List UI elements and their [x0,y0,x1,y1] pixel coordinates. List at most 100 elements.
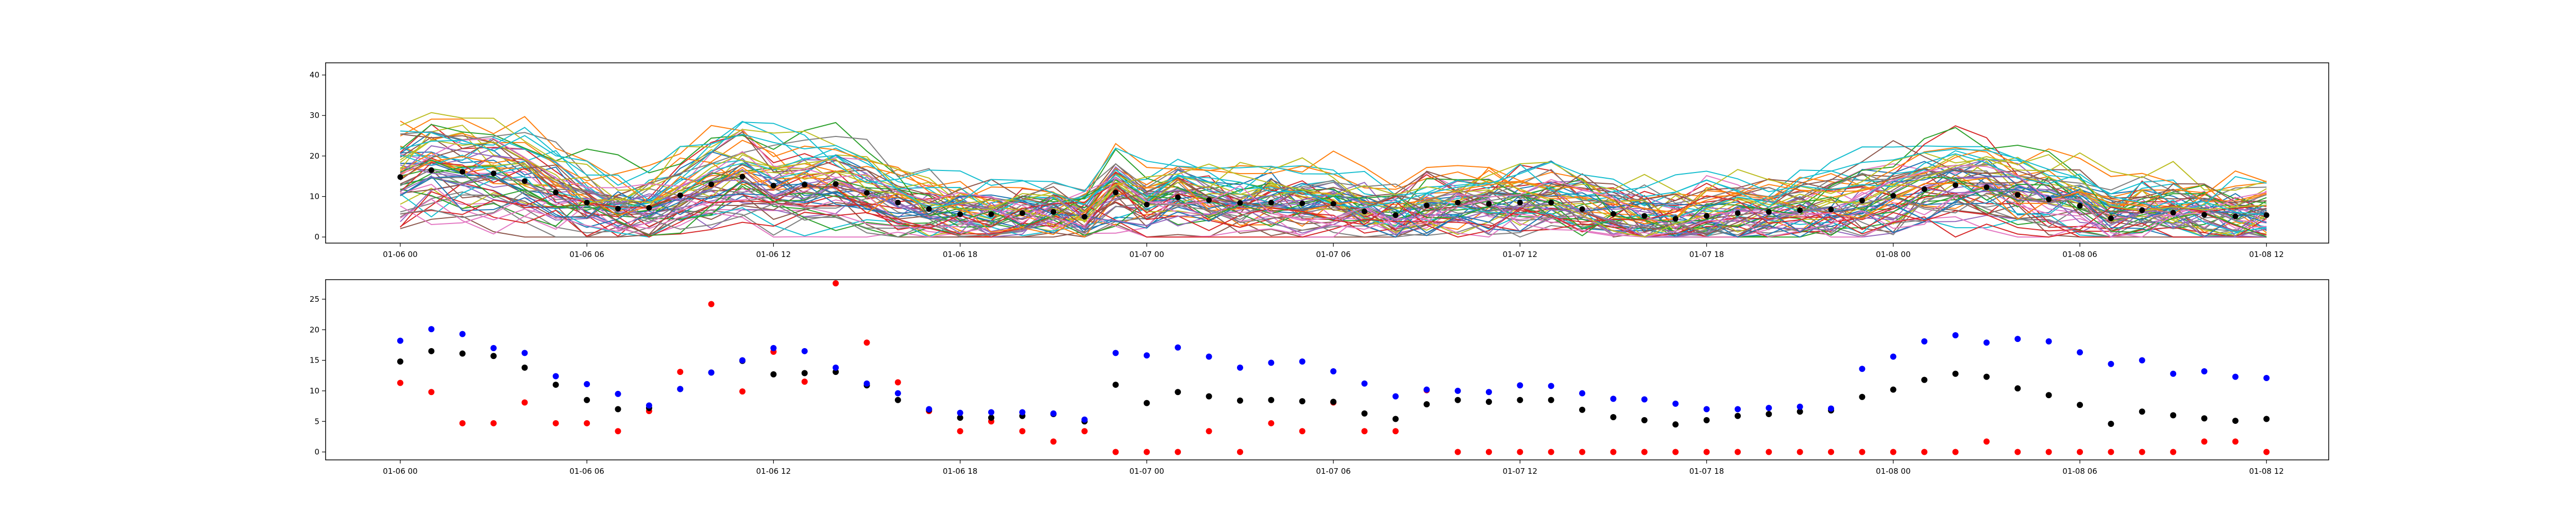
scatter-point [801,348,808,354]
mean-point [1672,216,1679,222]
bottom-x-tick-label: 01-07 06 [1316,467,1350,476]
mean-point [1517,199,1523,205]
series-line [400,138,2267,238]
scatter-point [521,350,528,356]
scatter-point [1236,397,1243,404]
scatter-point [1517,382,1523,389]
mean-point [1361,209,1367,215]
scatter-point [1019,409,1026,416]
scatter-point [1206,393,1212,400]
mean-point [833,181,839,187]
scatter-point [1081,428,1088,435]
mean-point [584,199,590,205]
bottom-y-tick-label: 25 [310,295,319,304]
scatter-point [1361,380,1368,387]
scatter-point [770,371,777,377]
mean-point [895,199,901,205]
mean-point [1766,209,1772,215]
mean-point [428,167,434,173]
mean-point [1548,199,1554,205]
scatter-point [1579,449,1586,455]
mean-point [1641,213,1648,219]
scatter-point [1112,449,1119,455]
scatter-point [801,379,808,385]
mean-point [1797,207,1803,213]
scatter-point [1206,353,1212,360]
mean-point [957,211,963,217]
scatter-point [459,331,466,337]
scatter-point [833,280,839,287]
scatter-point [584,420,590,426]
scatter-point [397,380,403,386]
scatter-point [1143,400,1150,406]
scatter-point [2170,412,2177,419]
mean-point [1050,209,1057,215]
scatter-point [1983,438,1990,445]
mean-point [553,190,559,196]
mean-point [1112,190,1118,196]
bottom-x-tick-label: 01-06 12 [756,467,791,476]
series-line [400,187,2267,238]
series-line [400,173,2267,238]
mean-point [1579,206,1585,212]
scatter-point [2108,421,2114,427]
scatter-point [1423,386,1430,393]
top-x-tick-label: 01-08 12 [2249,250,2284,259]
mean-point [677,192,683,198]
scatter-point [1485,449,1492,455]
mean-point [1486,201,1492,207]
scatter-point [1236,364,1243,371]
scatter-point [552,420,559,426]
top-x-tick-label: 01-08 06 [2062,250,2097,259]
scatter-point [1299,428,1306,435]
scatter-point [2201,368,2208,374]
top-x-tick-label: 01-08 00 [1876,250,1910,259]
mean-point [1237,200,1243,206]
top-x-tick-label: 01-07 00 [1129,250,1164,259]
series-line [400,122,2267,232]
scatter-point [1672,421,1679,428]
scatter-point [1112,382,1119,388]
top-x-tick-label: 01-07 18 [1689,250,1724,259]
scatter-point [1921,376,1928,383]
scatter-point [1672,449,1679,455]
mean-point [2201,212,2208,218]
bottom-x-axis: 01-06 00 01-06 06 01-06 12 01-06 18 01-07 00… [383,460,2284,476]
scatter-point [1081,416,1088,423]
scatter-point [957,428,963,435]
scatter-point [2014,336,2021,342]
scatter-point [2108,449,2114,455]
scatter-point [677,369,684,375]
mean-point [1890,193,1896,199]
bottom-y-tick-label: 0 [314,448,319,457]
bottom-y-tick-label: 20 [310,325,319,334]
series-line [400,131,2267,210]
series-line [400,184,2267,238]
mean-point [460,169,466,175]
scatter-point [1392,393,1399,400]
scatter-point [615,390,621,397]
scatter-point [2045,338,2052,345]
scatter-point [988,409,994,416]
scatter-point [1112,350,1119,356]
mean-point [1144,201,1150,208]
scatter-point [1548,397,1554,403]
bottom-x-tick-label: 01-06 00 [383,467,417,476]
scatter-point [2077,349,2083,356]
scatter-point [490,345,497,351]
scatter-point [1299,358,1306,365]
scatter-point [1734,449,1741,455]
mean-point [397,174,403,180]
scatter-point [584,397,590,403]
scatter-point [1952,449,1959,455]
top-x-axis: 01-06 00 01-06 06 01-06 12 01-06 18 01-07 00… [383,243,2284,259]
mean-point [863,190,870,196]
mean-point [1081,214,1088,220]
scatter-point [490,353,497,359]
scatter-point [1641,417,1648,423]
scatter-point [1890,386,1896,393]
scatter-point [1548,383,1554,389]
scatter-point [770,345,777,351]
mean-point [770,182,776,188]
